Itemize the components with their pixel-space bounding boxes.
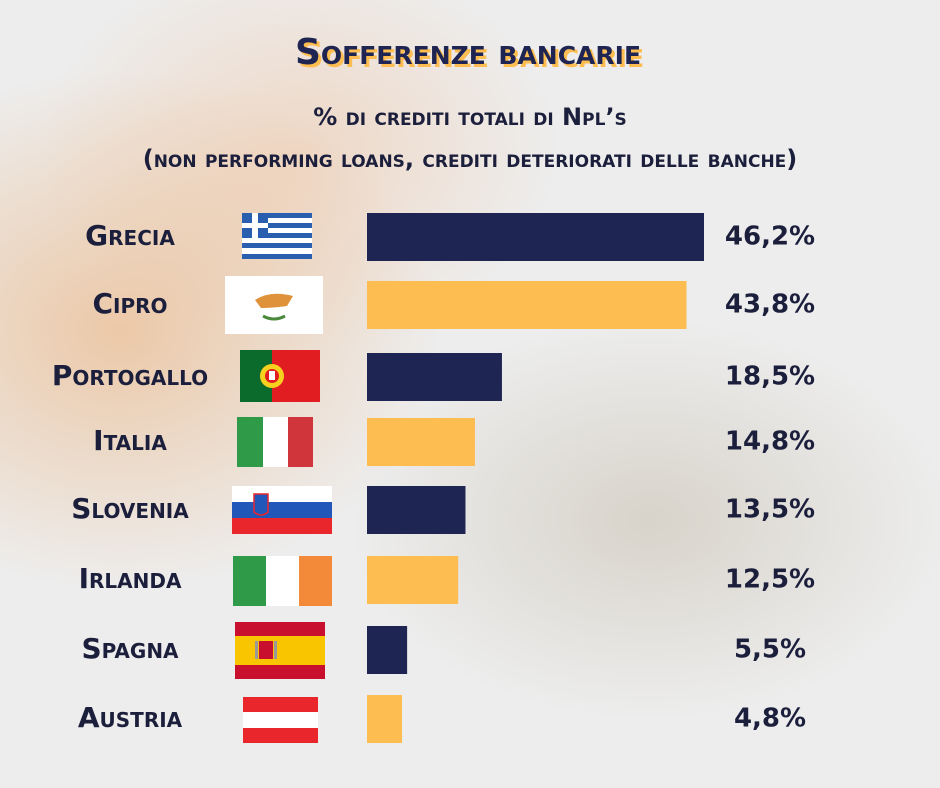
bar xyxy=(367,353,502,401)
chart-title: Sofferenze bancarie xyxy=(295,32,641,73)
bar xyxy=(367,418,475,466)
category-label: Austria xyxy=(78,701,183,734)
bar xyxy=(367,281,687,329)
flag-slovenia xyxy=(232,486,332,534)
category-label: Slovenia xyxy=(71,492,189,525)
flag-portugal xyxy=(240,350,320,402)
flag-italy xyxy=(237,417,313,467)
bar xyxy=(367,486,466,534)
subtitle: (non performing loans, crediti deteriora… xyxy=(143,145,798,173)
subtitle: % di crediti totali di Npl’s xyxy=(313,103,627,131)
value-label: 13,5% xyxy=(725,495,815,525)
category-label: Irlanda xyxy=(79,562,182,595)
value-label: 18,5% xyxy=(725,362,815,392)
value-label: 12,5% xyxy=(725,565,815,595)
bar xyxy=(367,695,403,743)
bar xyxy=(367,626,408,674)
value-label: 46,2% xyxy=(725,222,815,252)
flag-ireland xyxy=(233,556,332,606)
flag-austria xyxy=(243,697,318,743)
value-label: 5,5% xyxy=(734,635,806,665)
bar xyxy=(367,213,704,261)
flag-greece xyxy=(242,213,312,259)
category-label: Grecia xyxy=(85,219,175,252)
flag-spain xyxy=(235,622,325,679)
title-shadow: Sofferenze bancarie xyxy=(298,35,644,76)
category-label: Italia xyxy=(93,424,167,457)
category-label: Spagna xyxy=(81,632,179,665)
value-label: 43,8% xyxy=(725,290,815,320)
flag-cyprus xyxy=(225,276,323,334)
flags xyxy=(225,213,332,743)
category-label: Portogallo xyxy=(52,359,208,392)
value-label: 14,8% xyxy=(725,427,815,457)
category-label: Cipro xyxy=(92,287,167,320)
value-label: 4,8% xyxy=(734,704,806,734)
bar xyxy=(367,556,459,604)
